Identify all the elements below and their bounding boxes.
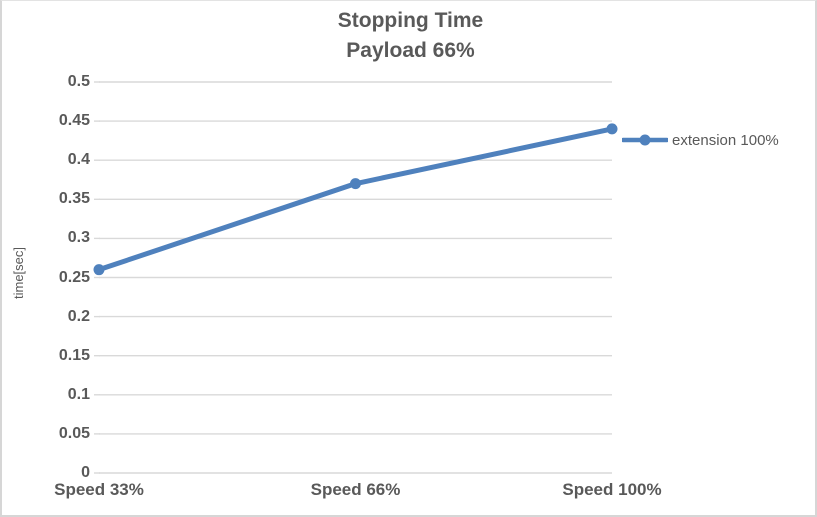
chart-title-line2: Payload 66%: [346, 39, 475, 62]
legend: extension 100%: [622, 129, 779, 151]
y-axis-tick-label: 0.05: [58, 424, 90, 442]
y-axis-tick-label: 0.25: [58, 268, 90, 286]
y-axis-tick-label: 0.45: [58, 112, 90, 130]
x-axis-tick-label: Speed 66%: [310, 480, 401, 499]
y-axis-tick-label: 0: [81, 464, 90, 481]
y-axis-tick-label: 0.1: [67, 385, 90, 403]
y-axis-tick-label: 0.2: [67, 307, 90, 325]
y-axis-tick-label: 0.3: [67, 229, 90, 247]
y-axis-title: time[sec]: [11, 247, 26, 300]
data-point-marker: [350, 178, 361, 190]
chart-title: Stopping Time Payload 66%: [2, 6, 815, 66]
chart-title-line1: Stopping Time: [337, 9, 484, 32]
data-point-marker: [606, 123, 618, 135]
legend-label: extension 100%: [672, 131, 779, 149]
y-axis-tick-label: 0.35: [58, 190, 90, 208]
y-axis-tick-label: 0.5: [67, 73, 90, 90]
data-point-marker: [93, 264, 105, 276]
legend-line-marker-icon: [622, 134, 668, 146]
y-axis-tick-label: 0.15: [58, 346, 90, 364]
x-axis-tick-label: Speed 100%: [562, 480, 662, 499]
x-axis-tick-label: Speed 33%: [54, 480, 144, 499]
y-axis-tick-label: 0.4: [67, 151, 90, 169]
